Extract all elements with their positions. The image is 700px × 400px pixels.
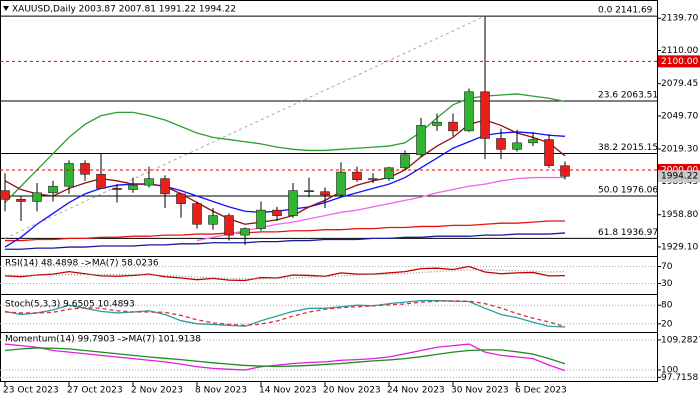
y-tick-label: 1929.10 <box>661 242 698 252</box>
fibonacci-label: 61.8 1936.97 <box>598 228 658 238</box>
candle-body <box>560 165 570 177</box>
indicator-line <box>4 343 566 372</box>
y-tick-label: 1958.80 <box>661 210 698 220</box>
indicator-line <box>4 300 566 328</box>
candle-body <box>64 163 74 187</box>
price-tag-label: 2100.00 <box>661 57 698 67</box>
candle-body <box>192 203 202 225</box>
price-tag <box>658 170 700 183</box>
x-tick-label: 8 Nov 2023 <box>195 386 247 396</box>
candle-body <box>288 190 298 216</box>
fibonacci-label: 38.2 2015.15 <box>598 143 658 153</box>
candle-body <box>128 184 138 190</box>
indicator-title: Momentum(14) 99.7903 ->MA(7) 101.9138 <box>5 335 201 345</box>
y-tick-label: 20 <box>661 319 673 329</box>
candle-body <box>240 228 250 236</box>
candle-body <box>448 121 458 132</box>
candle-body <box>432 121 442 126</box>
indicator-title: Stoch(5,3,3) 9.6505 10.4893 <box>5 300 135 310</box>
indicator-line <box>4 347 566 368</box>
candle-body <box>320 191 330 196</box>
y-tick-label: 30 <box>661 279 673 289</box>
candle-body <box>32 192 42 202</box>
indicator-line <box>4 265 566 282</box>
y-tick-label: 97.7158 <box>661 373 698 383</box>
candle-body <box>256 209 266 229</box>
y-tick-label: 2139.70 <box>661 14 698 24</box>
indicator-line <box>4 269 566 280</box>
price-tag-label: 1994.22 <box>661 172 698 182</box>
candle-body <box>400 154 410 169</box>
candle-body <box>48 185 58 194</box>
candle-body <box>368 178 378 181</box>
indicator-line <box>4 299 566 328</box>
y-tick-label: 80 <box>661 301 673 311</box>
indicator-line <box>5 220 565 242</box>
candle-body <box>496 138 506 150</box>
price-tag <box>658 55 700 68</box>
candle-body <box>304 190 314 192</box>
candle-body <box>16 198 26 202</box>
candle-body <box>208 215 218 225</box>
indicator-line <box>5 232 566 250</box>
y-tick-label: 100 <box>661 365 678 375</box>
fibonacci-label: 50.0 1976.06 <box>598 185 658 195</box>
candle-body <box>176 193 186 204</box>
candle-body <box>336 171 346 196</box>
fibonacci-label: 23.6 2063.51 <box>598 90 658 100</box>
indicator-title: RSI(14) 48.4898 ->MA(7) 58.0236 <box>5 259 159 269</box>
candle-body <box>512 142 522 150</box>
candle-body <box>96 174 106 189</box>
y-tick-label: 2079.45 <box>661 79 698 89</box>
candle-body <box>160 178 170 195</box>
x-tick-label: 14 Nov 2023 <box>259 386 317 396</box>
candle-body <box>224 215 234 236</box>
candle-body <box>352 171 362 181</box>
candle-body <box>144 178 154 186</box>
y-tick-label: 109.2827 <box>661 335 700 345</box>
y-tick-label: 2049.70 <box>661 111 698 121</box>
x-tick-label: 6 Dec 2023 <box>515 386 567 396</box>
candle-body <box>112 188 122 190</box>
y-tick-label: 2110.00 <box>661 46 698 56</box>
y-tick-label: 70 <box>661 262 673 272</box>
indicator-line <box>4 131 566 248</box>
symbol-header: XAUUSD,Daily 2003.87 2007.81 1991.22 199… <box>12 5 236 15</box>
x-tick-label: 27 Oct 2023 <box>67 386 123 396</box>
x-tick-label: 2 Nov 2023 <box>131 386 183 396</box>
x-tick-label: 30 Nov 2023 <box>451 386 509 396</box>
candle-body <box>80 163 90 175</box>
candle-body <box>528 139 538 144</box>
y-tick-label: 2019.30 <box>661 145 698 155</box>
x-tick-label: 20 Nov 2023 <box>323 386 381 396</box>
fibonacci-label: 0.0 2141.69 <box>598 6 653 16</box>
candle-body <box>544 139 554 166</box>
x-tick-label: 23 Oct 2023 <box>3 386 59 396</box>
candle-body <box>272 209 282 216</box>
candle-body <box>416 125 426 156</box>
candle-body <box>464 91 474 132</box>
candle-body <box>0 190 10 200</box>
x-tick-label: 24 Nov 2023 <box>387 386 445 396</box>
header-icon <box>3 6 9 11</box>
candle-body <box>384 167 394 179</box>
trendline <box>4 15 486 239</box>
candle-body <box>480 91 490 139</box>
